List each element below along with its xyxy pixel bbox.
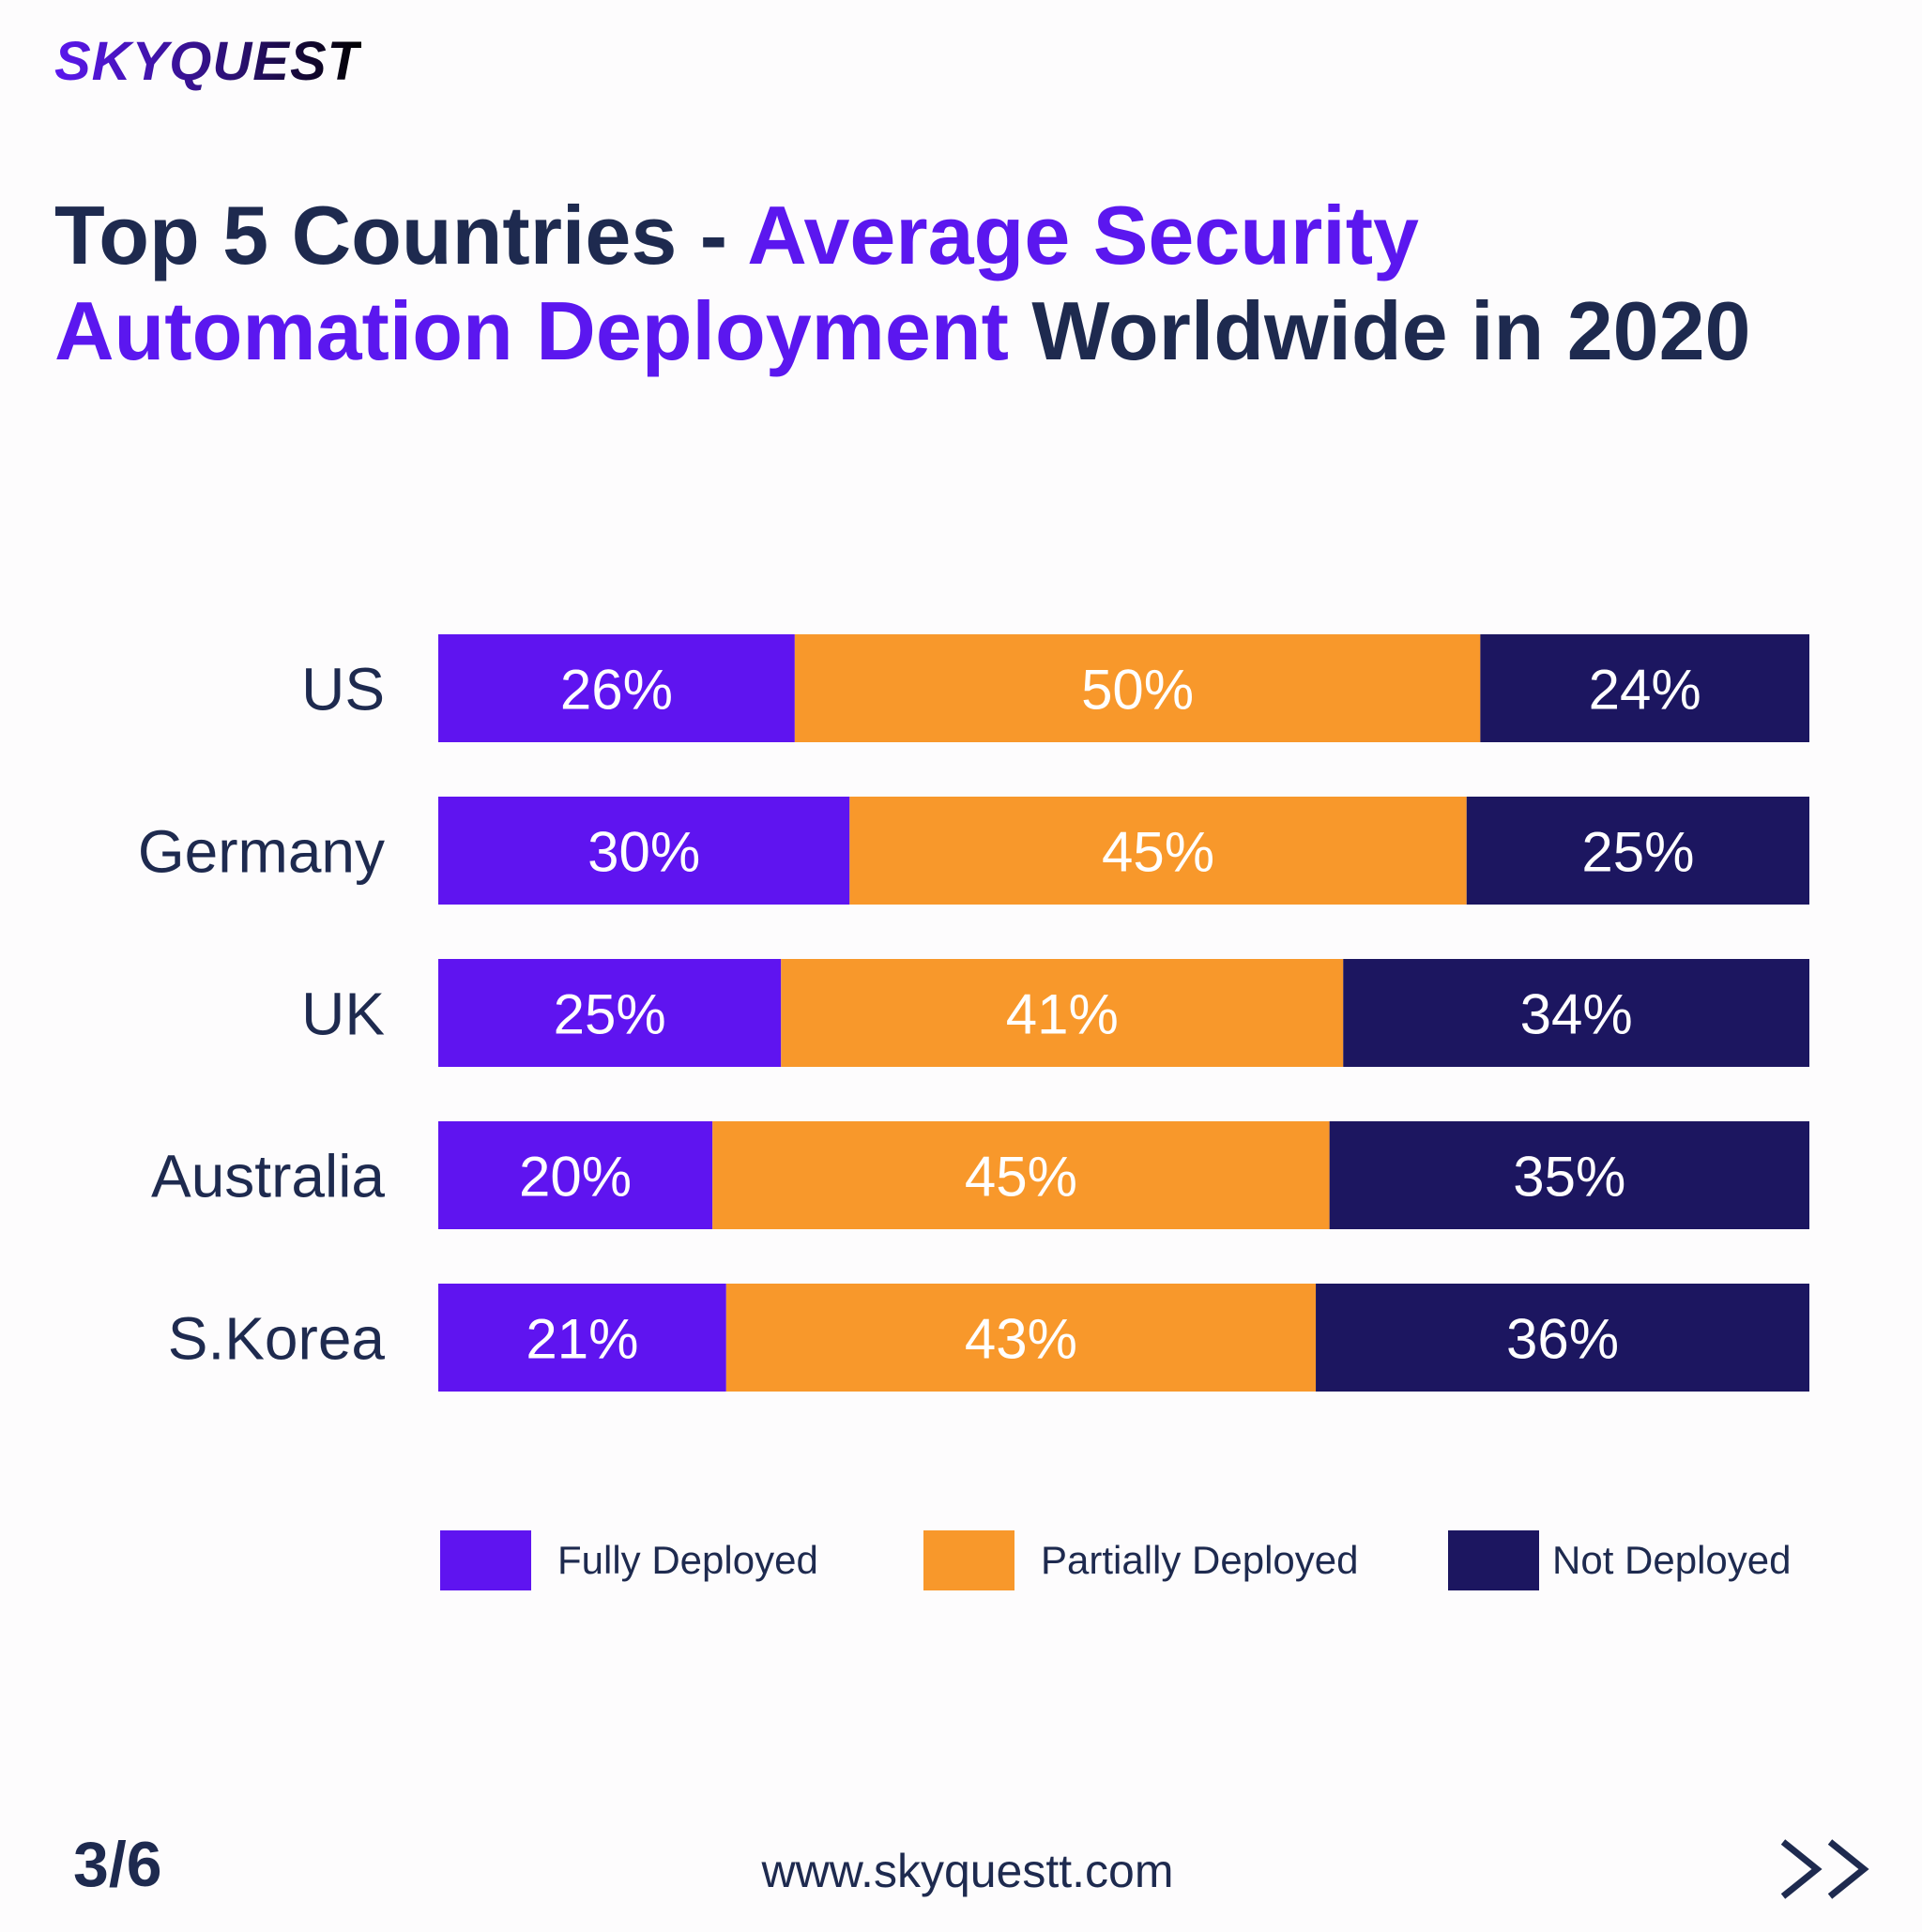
legend-item-fully-deployed: Fully Deployed — [440, 1530, 818, 1590]
data-label: 34% — [1520, 983, 1633, 1046]
title-part-1: Top 5 Countries - — [54, 189, 748, 281]
bar-segment — [1343, 959, 1809, 1067]
data-label: 41% — [1006, 983, 1119, 1046]
data-label: 30% — [587, 821, 700, 884]
data-label: 20% — [519, 1146, 632, 1209]
data-label: 43% — [965, 1308, 1077, 1371]
data-label: 36% — [1506, 1308, 1619, 1371]
bar-segment — [1480, 634, 1809, 742]
title-part-3: Worldwide in 2020 — [1008, 284, 1751, 377]
data-label: 25% — [554, 983, 666, 1046]
bar-segment — [794, 634, 1481, 742]
category-label: US — [301, 656, 385, 723]
category-label: S.Korea — [168, 1305, 386, 1373]
skyquest-logo: SKYQUEST — [54, 31, 362, 92]
bar-segment — [438, 634, 795, 742]
legend-item-partially-deployed: Partially Deployed — [923, 1530, 1359, 1590]
legend-label: Not Deployed — [1552, 1538, 1792, 1582]
bar-segment — [1329, 1121, 1809, 1229]
bar-segment — [1316, 1284, 1809, 1392]
data-label: 50% — [1081, 659, 1194, 722]
bar-segment — [438, 959, 782, 1067]
data-label: 21% — [526, 1308, 638, 1371]
category-label: Australia — [151, 1143, 385, 1210]
bar-segment — [438, 797, 850, 905]
bar-segment — [438, 1284, 726, 1392]
legend-label: Partially Deployed — [1041, 1538, 1359, 1582]
legend: Fully Deployed Partially Deployed Not De… — [0, 1530, 1922, 1590]
legend-swatch — [923, 1530, 1014, 1590]
bar-segment — [1466, 797, 1809, 905]
data-label: 25% — [1581, 821, 1694, 884]
data-label: 35% — [1513, 1146, 1625, 1209]
bar-segment — [438, 1121, 713, 1229]
data-label: 26% — [560, 659, 673, 722]
legend-label: Fully Deployed — [557, 1538, 818, 1582]
double-chevron-right-icon[interactable] — [1776, 1835, 1869, 1903]
legend-swatch — [1448, 1530, 1539, 1590]
title-highlight: Average Security Automation Deployment — [54, 189, 1419, 377]
stacked-bar-chart: US 26% 50% 24% Germany 30% 45% 25% UK 25% 41% 34% Au… — [138, 634, 1809, 1392]
page-title: Top 5 Countries - Average Security Autom… — [54, 188, 1894, 379]
bar-segment — [712, 1121, 1330, 1229]
bar-segment — [781, 959, 1344, 1067]
data-label: 24% — [1589, 659, 1701, 722]
legend-swatch — [440, 1530, 531, 1590]
bar-segment — [725, 1284, 1317, 1392]
legend-item-not-deployed: Not Deployed — [1448, 1530, 1791, 1590]
data-label: 45% — [1102, 821, 1214, 884]
website-link[interactable]: www.skyquestt.com — [761, 1845, 1174, 1897]
category-label: UK — [301, 981, 385, 1048]
data-label: 45% — [965, 1146, 1077, 1209]
page-indicator: 3/6 — [73, 1829, 162, 1900]
bar-segment — [849, 797, 1467, 905]
category-label: Germany — [138, 818, 385, 886]
